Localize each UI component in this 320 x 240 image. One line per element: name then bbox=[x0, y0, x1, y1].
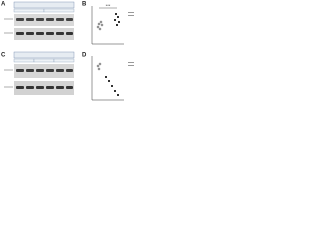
figure: A B *** C bbox=[1, 1, 134, 101]
plot-d bbox=[91, 56, 134, 101]
panel-label: C bbox=[1, 53, 6, 59]
plot-b: *** bbox=[91, 3, 134, 45]
panel-label: D bbox=[82, 53, 87, 59]
blot-a bbox=[4, 1, 75, 40]
panel-label: B bbox=[82, 2, 87, 8]
significance: *** bbox=[106, 3, 111, 8]
panel-label: A bbox=[1, 2, 6, 8]
blot-c bbox=[4, 51, 75, 95]
